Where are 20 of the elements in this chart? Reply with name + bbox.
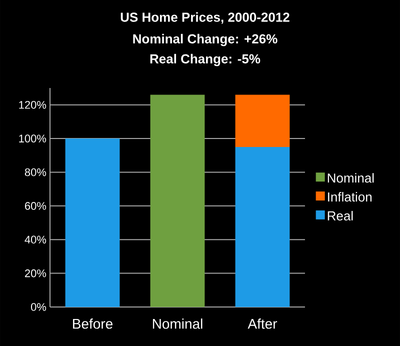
- y-tick-label: 80%: [24, 168, 46, 176]
- bar: [150, 94, 205, 307]
- y-tick-label: 100%: [19, 134, 46, 142]
- x-tick-label: Nominal: [152, 318, 202, 329]
- y-tick-label: 0%: [31, 303, 46, 311]
- legend-label: Real: [328, 210, 353, 220]
- legend-label: Nominal: [328, 173, 374, 183]
- chart-subtitle: Nominal Change: +26%: [133, 34, 278, 46]
- y-tick-label: 40%: [24, 236, 46, 244]
- x-tick-label: Before: [73, 318, 113, 329]
- y-tick-label: 20%: [25, 269, 46, 278]
- bar: [235, 94, 290, 147]
- legend-label: Inflation: [328, 192, 372, 202]
- y-tick-label: 120%: [19, 100, 46, 109]
- bar: [65, 138, 120, 307]
- text: Real Change: -5%: [150, 54, 260, 66]
- y-tick-label: 60%: [25, 202, 46, 210]
- chart-title: US Home Prices, 2000-2012: [120, 12, 290, 24]
- bar: [235, 146, 290, 307]
- x-tick-label: After: [248, 318, 278, 329]
